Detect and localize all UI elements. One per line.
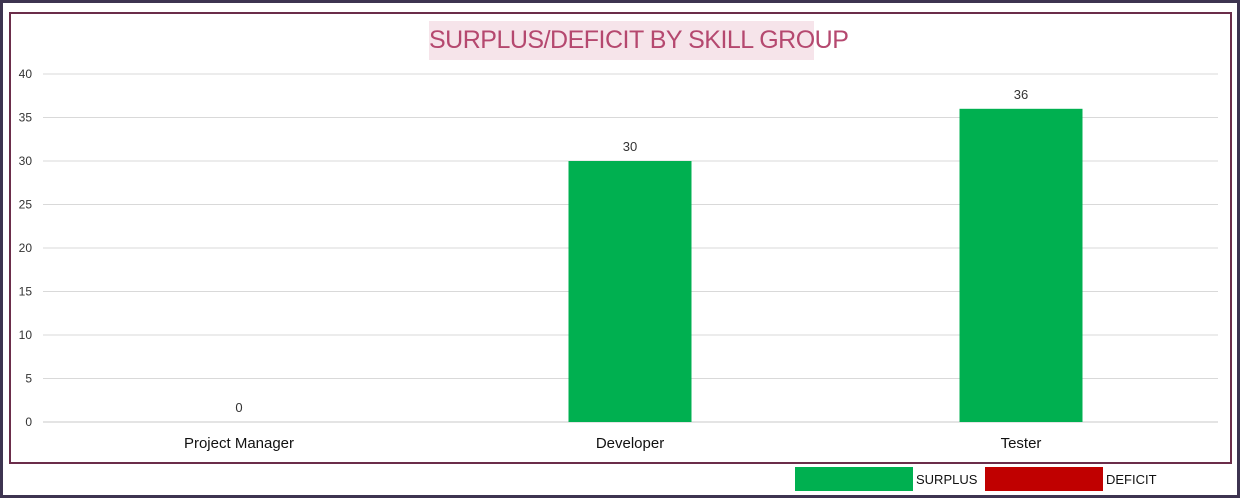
x-category-label: Project Manager <box>184 435 294 452</box>
y-tick-label: 25 <box>19 198 33 212</box>
y-tick-label: 5 <box>25 372 32 386</box>
bar-tester <box>959 108 1083 423</box>
legend-item-surplus: SURPLUS <box>795 467 977 491</box>
x-axis-categories: Project Manager Developer Tester <box>184 435 1041 452</box>
y-tick-label: 30 <box>19 154 33 168</box>
y-tick-label: 10 <box>19 328 33 342</box>
y-tick-label: 0 <box>25 415 32 429</box>
chart-title: SURPLUS/DEFICIT BY SKILL GROUP <box>429 21 849 60</box>
legend-item-deficit: DEFICIT <box>985 467 1157 491</box>
legend-swatch-surplus <box>795 467 913 491</box>
y-tick-label: 20 <box>19 241 33 255</box>
legend-label-surplus: SURPLUS <box>916 471 978 487</box>
data-label: 36 <box>1014 87 1028 102</box>
y-axis-ticks: 0 5 10 15 20 25 30 35 40 <box>19 67 33 429</box>
y-tick-label: 35 <box>19 111 33 125</box>
x-category-label: Developer <box>596 435 664 452</box>
y-tick-label: 40 <box>19 67 33 81</box>
data-label: 0 <box>235 400 242 415</box>
y-tick-label: 15 <box>19 285 33 299</box>
data-label: 30 <box>623 139 637 154</box>
data-labels: 0 30 36 <box>235 87 1028 415</box>
legend-label-deficit: DEFICIT <box>1106 471 1157 487</box>
bar-developer <box>568 161 692 422</box>
x-category-label: Tester <box>1001 435 1042 452</box>
bars <box>568 108 1083 423</box>
legend-swatch-deficit <box>985 467 1103 491</box>
